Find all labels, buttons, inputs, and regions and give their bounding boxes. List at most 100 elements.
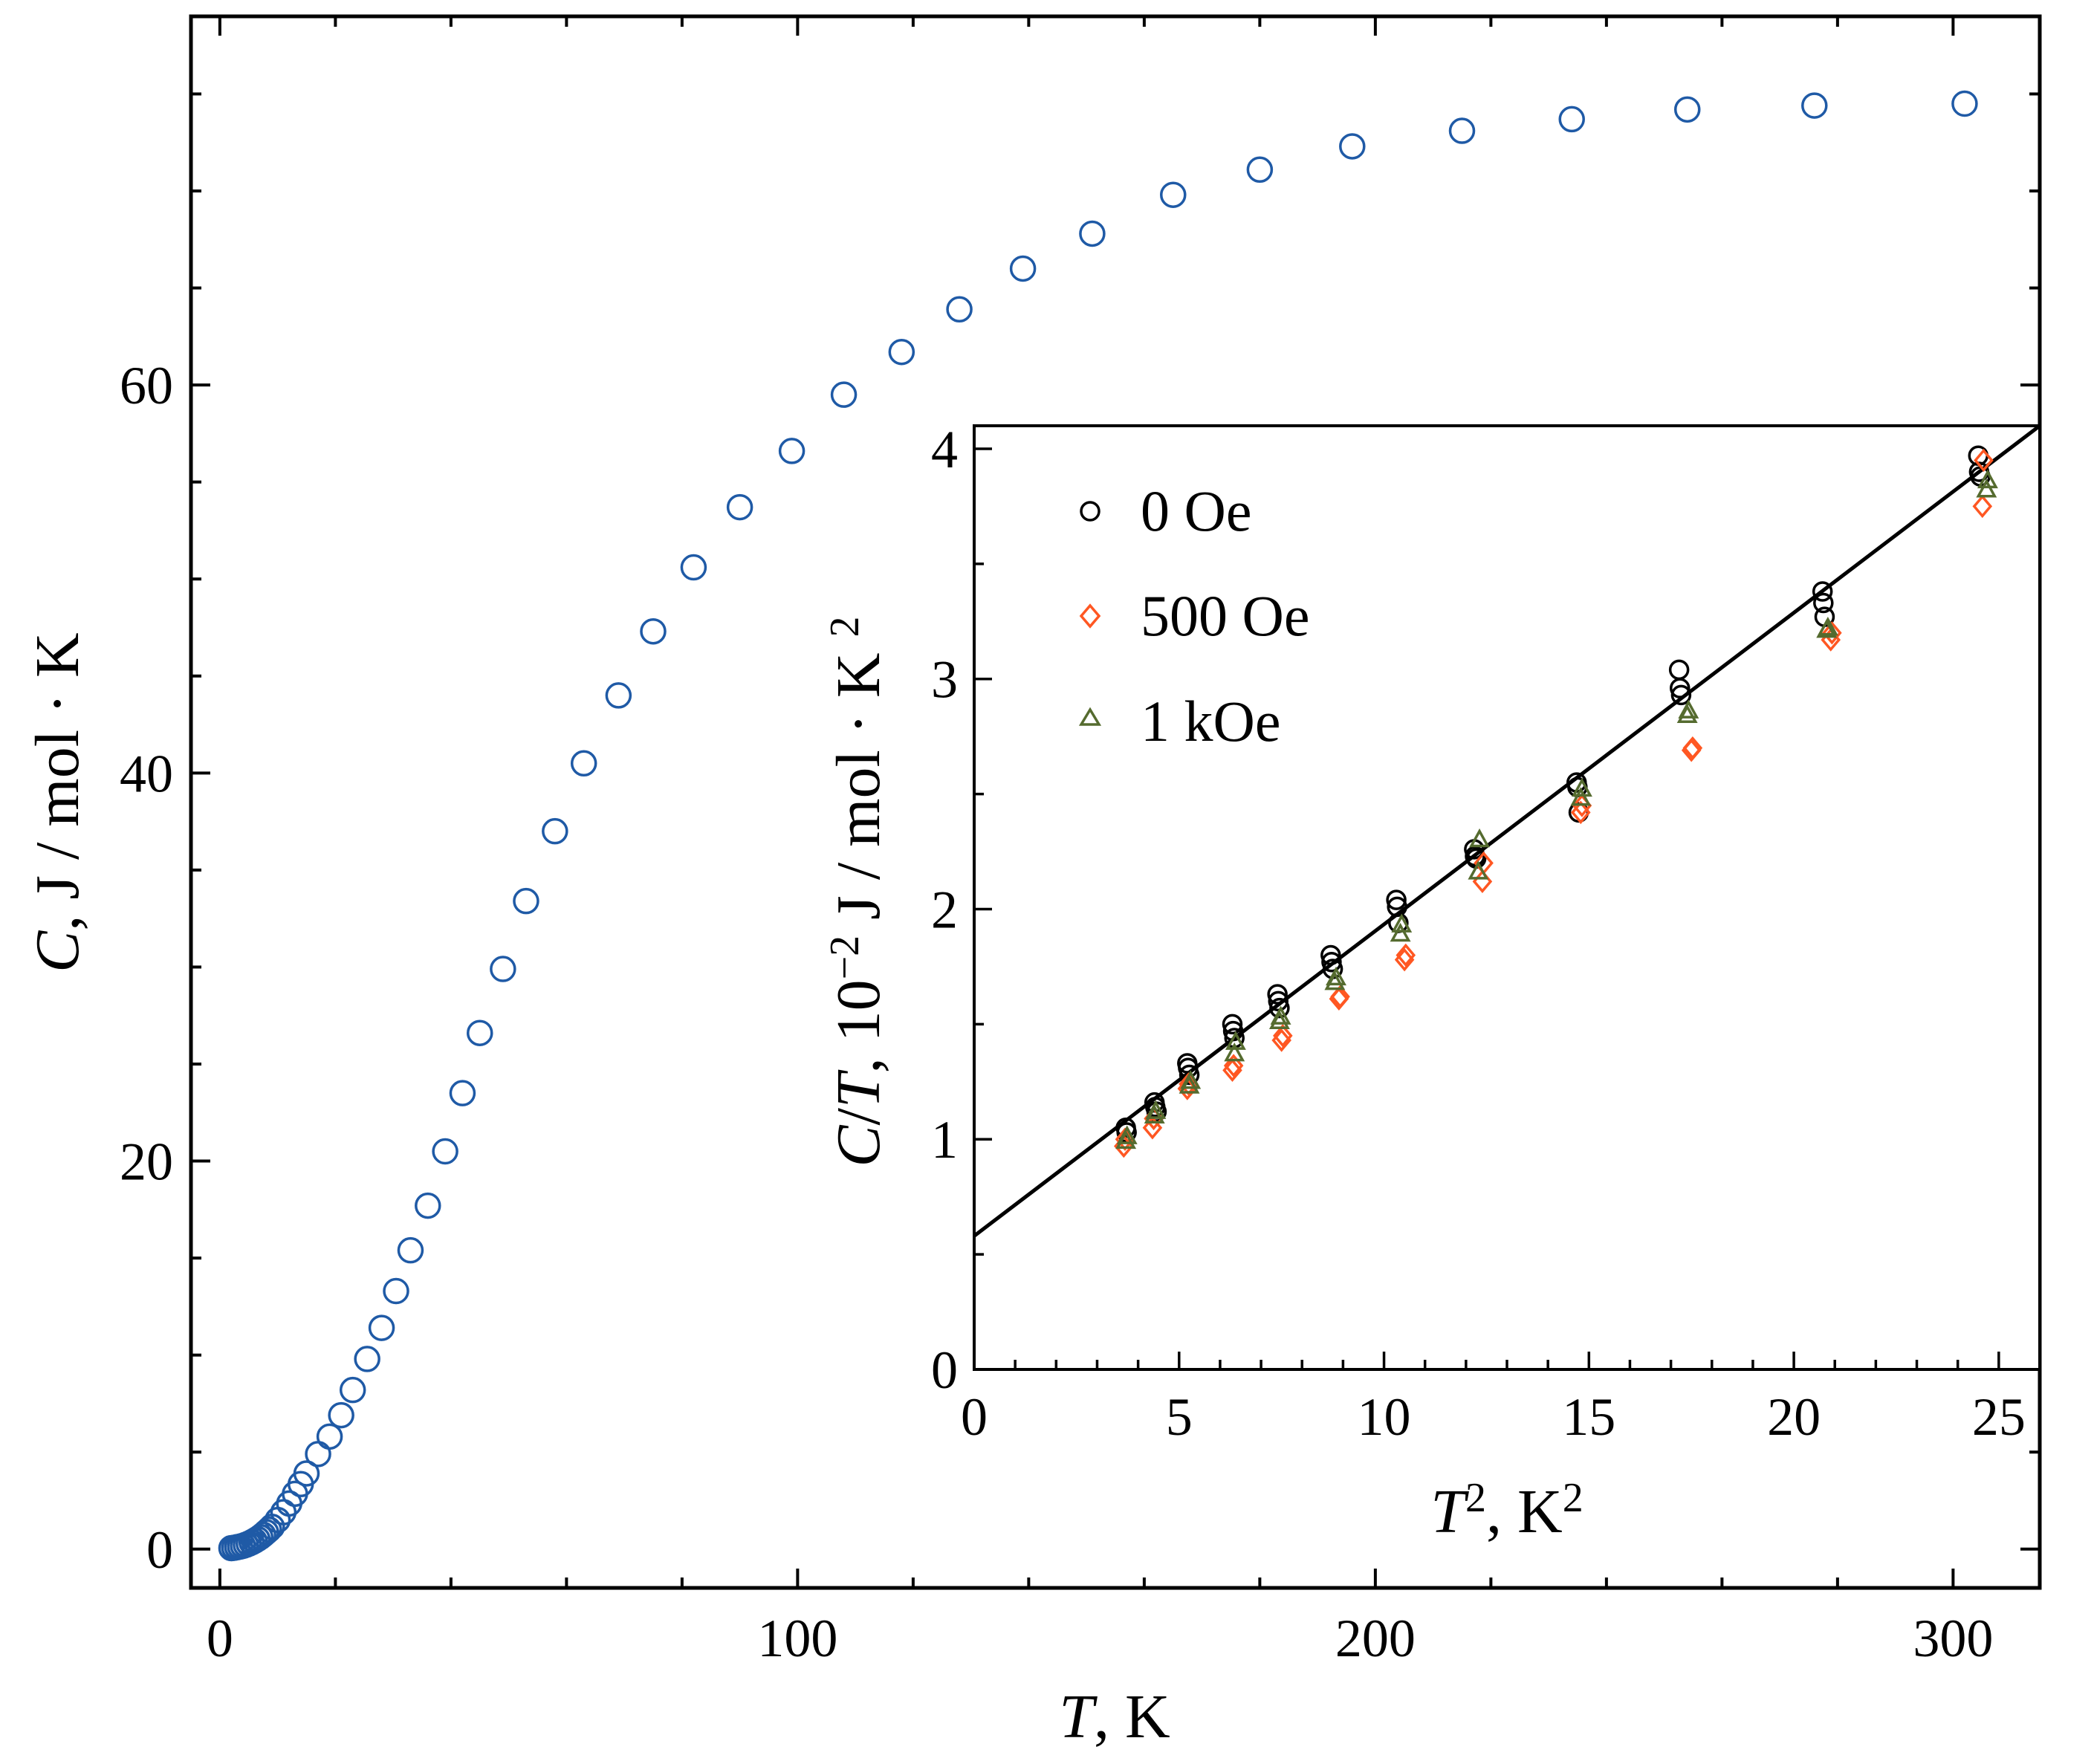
inset-point-1-koe — [1468, 860, 1489, 880]
main-data-point — [250, 1521, 276, 1549]
legend-item-1-koe: 1 kOe — [1078, 689, 1280, 753]
inset-x-tick-label: 0 — [961, 1387, 988, 1447]
inset-point-0-oe — [1387, 896, 1407, 918]
inset-point-1-koe — [1270, 1005, 1291, 1025]
inset-point-0-oe — [1321, 951, 1342, 973]
main-data-point — [640, 617, 667, 645]
inset-point-0-oe — [1269, 997, 1290, 1019]
inset-point-1-koe — [1145, 1100, 1167, 1119]
main-data-point — [778, 438, 805, 464]
legend-label-1-koe: 1 kOe — [1141, 689, 1280, 753]
inset-background — [974, 426, 2040, 1369]
main-x-axis-title: T, K — [1059, 1682, 1170, 1751]
main-data-point — [383, 1277, 409, 1305]
inset-y-axis-title: C/T, 10−2 J / mol · K 2 — [822, 616, 893, 1167]
main-y-tick-label: 40 — [120, 744, 173, 803]
main-data-point — [830, 381, 858, 408]
inset-point-1-koe — [1225, 1031, 1246, 1050]
inset-point-0-oe — [1222, 1014, 1243, 1035]
main-data-point — [1448, 117, 1476, 144]
main-data-point — [432, 1138, 458, 1165]
inset-y-tick-label: 2 — [931, 880, 958, 939]
main-data-point — [328, 1401, 354, 1429]
legend-item-0-oe: 0 Oe — [1080, 479, 1251, 543]
main-y-tick-label: 0 — [146, 1520, 173, 1580]
main-data-point — [415, 1192, 441, 1219]
main-data-point — [293, 1460, 320, 1487]
inset-point-0-oe — [1670, 684, 1692, 706]
main-x-tick-label: 100 — [757, 1609, 837, 1668]
main-data-point — [368, 1314, 395, 1341]
inset-y-tick-label: 1 — [931, 1110, 958, 1170]
main-data-point — [570, 750, 597, 777]
inset-x-tick-label: 25 — [1972, 1387, 2026, 1447]
main-data-point — [542, 817, 568, 845]
inset-point-1-koe — [1678, 699, 1699, 719]
main-data-point — [1801, 92, 1828, 119]
inset-point-500-oe — [1273, 1024, 1293, 1048]
main-data-point — [339, 1376, 366, 1404]
legend: 0 Oe 500 Oe 1 kOe — [1078, 479, 1309, 753]
inset-point-1-koe — [1391, 913, 1413, 933]
inset-axis-ticks: 0 5 10 15 20 25 0 1 2 3 4 — [931, 420, 2026, 1447]
inset-point-500-oe — [1396, 943, 1416, 967]
inset-x-tick-label: 5 — [1166, 1387, 1193, 1447]
inset-fit-line — [973, 424, 2041, 1238]
inset-point-500-oe — [1682, 736, 1703, 760]
legend-item-500-oe: 500 Oe — [1079, 583, 1309, 648]
inset-x-axis-title: T2, K2 — [1430, 1475, 1583, 1546]
main-data-point — [888, 338, 915, 366]
inset-y-tick-label: 0 — [931, 1340, 958, 1400]
inset-x-tick-label: 10 — [1358, 1387, 1411, 1447]
inset-y-tick-label: 4 — [931, 420, 958, 479]
legend-marker-triangle — [1078, 707, 1102, 726]
inset-x-tick-label: 20 — [1767, 1387, 1821, 1447]
main-data-point — [449, 1080, 476, 1106]
main-data-point — [1673, 96, 1701, 123]
inset-point-0-oe — [1179, 1064, 1200, 1086]
main-data-points — [218, 90, 1978, 1562]
inset-point-1-koe — [1390, 922, 1411, 942]
main-x-tick-label: 300 — [1913, 1609, 1993, 1668]
legend-label-0-oe: 0 Oe — [1141, 479, 1251, 543]
inset-point-1-koe — [1116, 1125, 1138, 1144]
inset-point-500-oe — [1223, 1054, 1244, 1077]
inset-point-0-oe — [1812, 581, 1833, 602]
legend-marker-circle — [1080, 501, 1101, 522]
main-data-point — [354, 1346, 380, 1372]
main-data-point — [1339, 133, 1366, 160]
main-data-point — [1951, 90, 1978, 117]
main-data-point — [397, 1236, 424, 1264]
inset-y-tick-label: 3 — [931, 650, 958, 710]
inset-point-0-oe — [1320, 944, 1341, 966]
inset-point-1-koe — [1571, 777, 1592, 797]
main-data-point — [316, 1423, 343, 1450]
inset-point-500-oe — [1972, 494, 1993, 519]
inset-point-1-koe — [1977, 469, 1998, 489]
inset-point-0-oe — [1267, 984, 1288, 1005]
inset-x-tick-label: 15 — [1562, 1387, 1615, 1447]
inset-point-1-koe — [1180, 1070, 1202, 1089]
main-y-axis-title: C, J / mol · K — [23, 632, 92, 972]
main-data-point — [256, 1516, 282, 1543]
inset-data-points — [1114, 445, 1998, 1158]
main-data-point — [680, 554, 707, 581]
main-data-point — [1558, 106, 1585, 133]
main-data-point — [726, 493, 753, 521]
main-data-point — [605, 682, 632, 709]
main-y-tick-label: 20 — [120, 1132, 173, 1192]
inset-point-0-oe — [1813, 592, 1834, 614]
legend-marker-diamond — [1079, 603, 1101, 629]
inset-point-500-oe — [1822, 621, 1842, 645]
main-data-point — [1246, 156, 1274, 184]
main-data-point — [1079, 220, 1106, 247]
inset-point-1-koe — [1224, 1042, 1245, 1062]
main-data-point — [1160, 181, 1187, 208]
main-data-point — [513, 887, 539, 915]
inset-point-500-oe — [1330, 985, 1350, 1008]
main-y-tick-label: 60 — [120, 356, 173, 415]
inset-point-500-oe — [1974, 448, 1994, 473]
inset-point-1-koe — [1570, 787, 1592, 806]
